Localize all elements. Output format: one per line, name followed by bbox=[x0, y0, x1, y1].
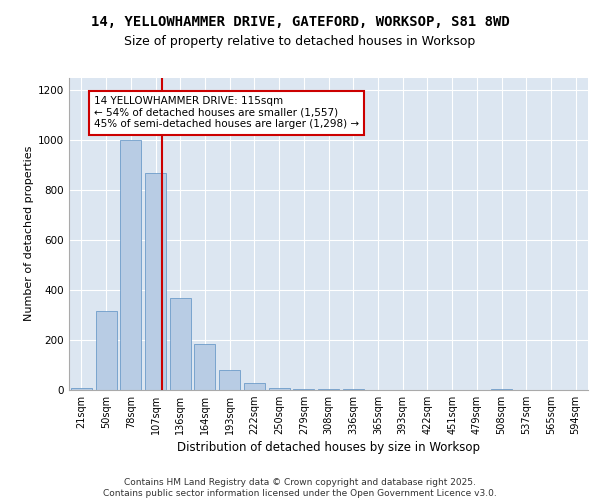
Bar bbox=[145, 172, 166, 390]
Y-axis label: Number of detached properties: Number of detached properties bbox=[24, 146, 34, 322]
X-axis label: Distribution of detached houses by size in Worksop: Distribution of detached houses by size … bbox=[177, 442, 480, 454]
Bar bbox=[269, 388, 290, 390]
Bar bbox=[343, 389, 364, 390]
Bar bbox=[71, 388, 92, 390]
Bar bbox=[120, 140, 141, 390]
Bar bbox=[95, 311, 116, 390]
Bar bbox=[170, 298, 191, 390]
Bar bbox=[318, 389, 339, 390]
Bar bbox=[194, 344, 215, 390]
Text: 14, YELLOWHAMMER DRIVE, GATEFORD, WORKSOP, S81 8WD: 14, YELLOWHAMMER DRIVE, GATEFORD, WORKSO… bbox=[91, 15, 509, 29]
Text: Contains HM Land Registry data © Crown copyright and database right 2025.
Contai: Contains HM Land Registry data © Crown c… bbox=[103, 478, 497, 498]
Text: 14 YELLOWHAMMER DRIVE: 115sqm
← 54% of detached houses are smaller (1,557)
45% o: 14 YELLOWHAMMER DRIVE: 115sqm ← 54% of d… bbox=[94, 96, 359, 130]
Bar bbox=[293, 389, 314, 390]
Text: Size of property relative to detached houses in Worksop: Size of property relative to detached ho… bbox=[124, 35, 476, 48]
Bar bbox=[244, 382, 265, 390]
Bar bbox=[491, 389, 512, 390]
Bar bbox=[219, 370, 240, 390]
